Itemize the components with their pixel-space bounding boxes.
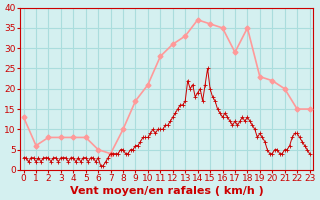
X-axis label: Vent moyen/en rafales ( km/h ): Vent moyen/en rafales ( km/h ) — [70, 186, 263, 196]
